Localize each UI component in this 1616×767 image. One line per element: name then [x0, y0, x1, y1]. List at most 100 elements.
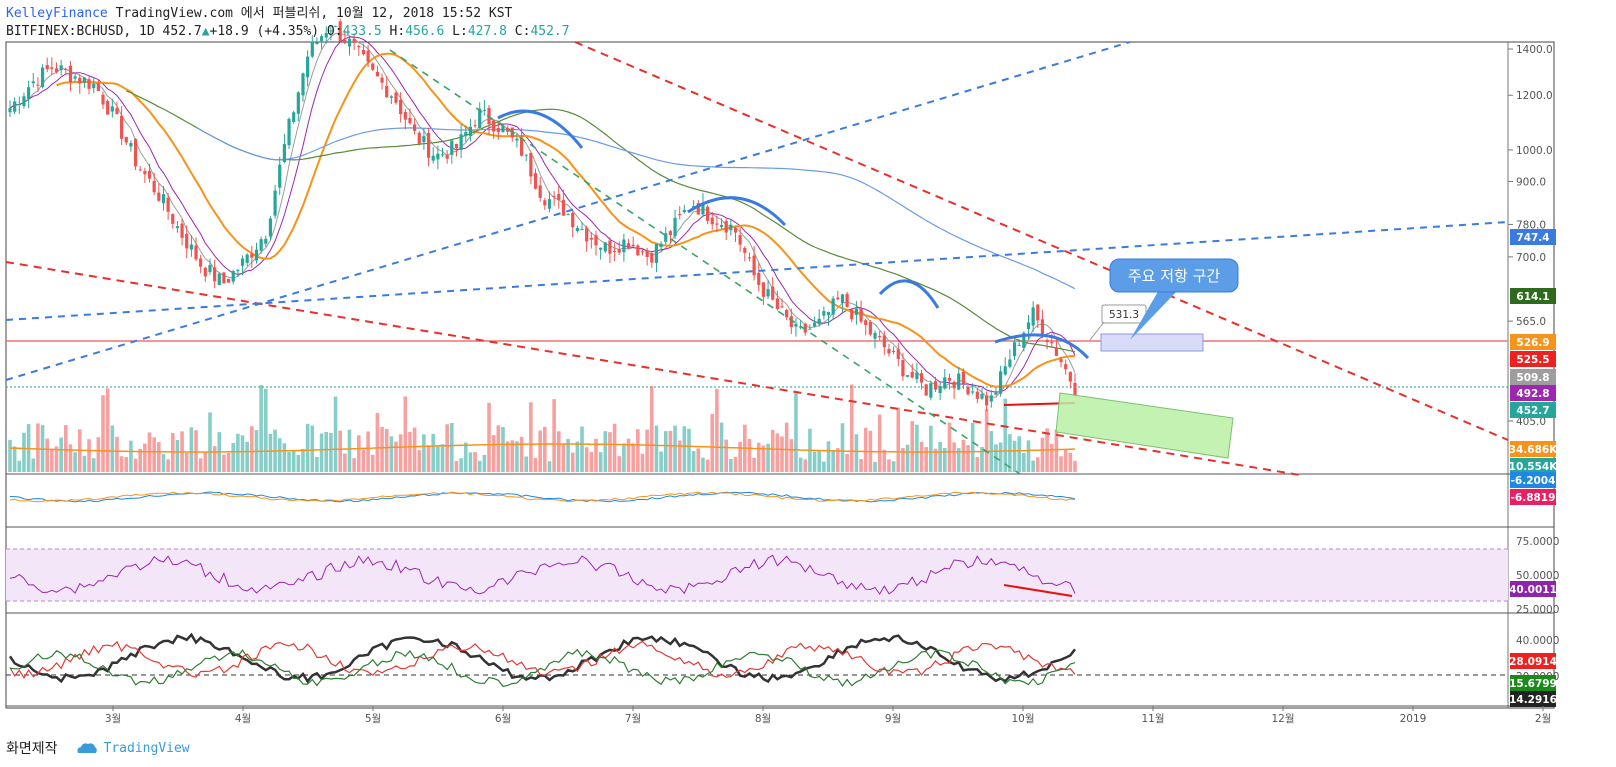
tradingview-logo[interactable]: TradingView [76, 741, 190, 756]
price-tag-label: 526.9 [1516, 337, 1549, 349]
time-axis[interactable]: 3월 4월 5월 6월 7월 8월 9월 10월 11월 12월 2019 2월 [105, 706, 1551, 725]
symbol-label[interactable]: BITFINEX:BCHUSD, 1D [6, 24, 155, 39]
candle-body [594, 235, 598, 246]
candle-body [343, 39, 347, 44]
volume-bar [794, 392, 798, 472]
volume-bar [896, 407, 901, 472]
candle-body [273, 190, 277, 216]
indicator-tag [1510, 653, 1556, 669]
volume-bar [710, 413, 715, 472]
candle-body [603, 242, 607, 252]
rsi-tick-label: 75.0000 [1516, 536, 1559, 548]
volume-bar [547, 461, 552, 472]
author-name[interactable]: KelleyFinance [6, 6, 108, 21]
candle-body [482, 109, 486, 111]
volume-bar [580, 426, 584, 472]
time-tick-label: 3월 [105, 713, 121, 725]
candle-body [268, 218, 273, 237]
price-tag [1510, 351, 1556, 367]
price-tag-label: 614.1 [1516, 291, 1549, 303]
volume-bar [245, 441, 249, 472]
time-tick-label: 12월 [1271, 713, 1294, 725]
candle-body [966, 386, 970, 395]
volume-bar [533, 457, 538, 472]
volume-bar [87, 439, 91, 472]
volume-bar [915, 424, 919, 472]
price-axis[interactable]: 1400.0 1200.0 1000.0 900.0 780.0 700.0 565.0 40… [1508, 44, 1559, 683]
publish-info: TradingView.com 에서 퍼블리쉬, 10월 12, 2018 15… [115, 6, 513, 21]
close-label: C: [514, 24, 531, 39]
volume-bar [394, 441, 398, 472]
time-tick-label: 9월 [885, 713, 901, 725]
candle-body [310, 41, 314, 57]
volume-bar [1035, 457, 1040, 472]
candle-body [905, 375, 910, 377]
candle-body [82, 77, 87, 83]
volume-bar [789, 439, 794, 472]
volume-bar [840, 423, 845, 472]
candle-body [575, 227, 579, 232]
price-tick-label: 700.0 [1516, 252, 1546, 264]
candle-body [166, 197, 170, 212]
rsi-line [9, 554, 1076, 595]
volume-bar [54, 446, 59, 472]
candle-body [417, 132, 421, 144]
candle-body [761, 282, 766, 297]
candle-body [519, 137, 524, 156]
volume-bar [22, 432, 26, 472]
volume-bar [459, 458, 463, 472]
candle-body [157, 192, 161, 201]
volume-bar [1031, 460, 1035, 472]
rsi-tick-label: 25.0000 [1516, 604, 1559, 616]
adx-line [8, 632, 1076, 684]
volume-bar [64, 425, 68, 472]
candle-body [933, 381, 938, 390]
volume-bar [529, 402, 533, 472]
ma-5-line [9, 32, 1076, 398]
volume-bar [473, 452, 477, 472]
volume-bar [157, 442, 161, 472]
volume-bar [468, 452, 473, 472]
resistance-zone[interactable] [1100, 333, 1204, 352]
time-tick-label: 10월 [1011, 713, 1034, 725]
price-tag [1510, 441, 1556, 457]
candle-body [361, 49, 366, 55]
candle-body [306, 56, 310, 78]
candle-body [333, 25, 338, 27]
volume-bar [798, 457, 803, 472]
candle-body [585, 227, 589, 242]
price-tag [1510, 288, 1556, 304]
price-tag [1510, 369, 1556, 385]
volume-bar [101, 395, 105, 472]
close-value: 452.7 [530, 24, 570, 39]
candle-body [115, 108, 119, 114]
volume-bars [8, 384, 1077, 472]
candle-body [152, 180, 156, 193]
volume-bar [575, 441, 580, 472]
candle-body [557, 193, 561, 200]
volume-bar [436, 445, 440, 472]
volume-bar [956, 448, 961, 472]
target-zone[interactable] [1055, 392, 1234, 459]
candle-body [682, 209, 686, 213]
volume-bar [208, 412, 212, 472]
candle-body [287, 118, 291, 146]
volume-bar [961, 439, 966, 472]
candle-body [622, 239, 626, 253]
candle-body [524, 154, 528, 156]
candle-body [543, 200, 547, 206]
candle-body [250, 253, 254, 258]
volume-bar [505, 441, 510, 472]
candle-body [733, 227, 738, 233]
candle-body [1064, 364, 1068, 370]
indicator-tag [1510, 691, 1556, 707]
price-change: +18.9 (+4.35%) [209, 24, 320, 39]
volume-bar [110, 425, 115, 472]
candle-body [896, 349, 900, 359]
candle-body [859, 308, 863, 322]
time-tick-label: 11월 [1141, 713, 1164, 725]
candle-body [1022, 332, 1026, 348]
volume-bar [129, 440, 133, 472]
open-label: O: [326, 24, 343, 39]
